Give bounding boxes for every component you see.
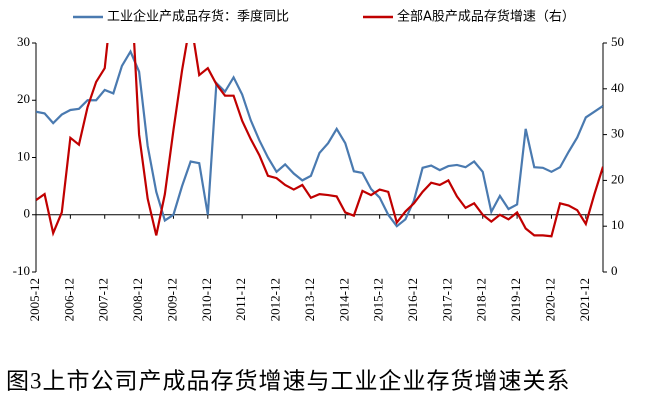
x-tick-label: 2020-12 <box>542 278 557 321</box>
legend-label: 工业企业产成品存货：季度同比 <box>107 9 289 25</box>
y2-tick-label: 40 <box>611 80 624 95</box>
x-tick-label: 2014-12 <box>336 278 351 321</box>
y-tick-label: -10 <box>13 263 30 278</box>
y2-tick-label: 30 <box>611 126 624 141</box>
y2-tick-label: 20 <box>611 171 624 186</box>
y2-tick-label: 0 <box>611 263 618 278</box>
series-line <box>36 43 603 238</box>
series-line <box>36 49 603 228</box>
x-tick-label: 2017-12 <box>439 278 454 321</box>
y2-tick-label: 50 <box>611 34 624 49</box>
x-tick-label: 2019-12 <box>508 278 523 321</box>
x-tick-label: 2006-12 <box>61 278 76 321</box>
y-tick-label: 0 <box>24 206 31 221</box>
x-tick-label: 2008-12 <box>130 278 145 321</box>
x-tick-label: 2011-12 <box>233 278 248 321</box>
x-tick-label: 2010-12 <box>199 278 214 321</box>
x-tick-label: 2009-12 <box>164 278 179 321</box>
y-tick-label: 30 <box>17 34 30 49</box>
y-tick-label: 10 <box>17 148 30 163</box>
x-tick-label: 2015-12 <box>371 278 386 321</box>
caption: 图3上市公司产成品存货增速与工业企业存货增速关系 <box>6 368 571 393</box>
x-tick-label: 2005-12 <box>27 278 42 321</box>
y2-tick-label: 10 <box>611 217 624 232</box>
x-tick-label: 2007-12 <box>96 278 111 321</box>
x-tick-label: 2021-12 <box>577 278 592 321</box>
plot-area <box>36 43 603 238</box>
x-tick-label: 2018-12 <box>474 278 489 321</box>
x-tick-label: 2016-12 <box>405 278 420 321</box>
x-tick-label: 2012-12 <box>268 278 283 321</box>
y-tick-label: 20 <box>17 91 30 106</box>
legend-label: 全部A股产成品存货增速（右） <box>397 9 575 25</box>
x-tick-label: 2013-12 <box>302 278 317 321</box>
